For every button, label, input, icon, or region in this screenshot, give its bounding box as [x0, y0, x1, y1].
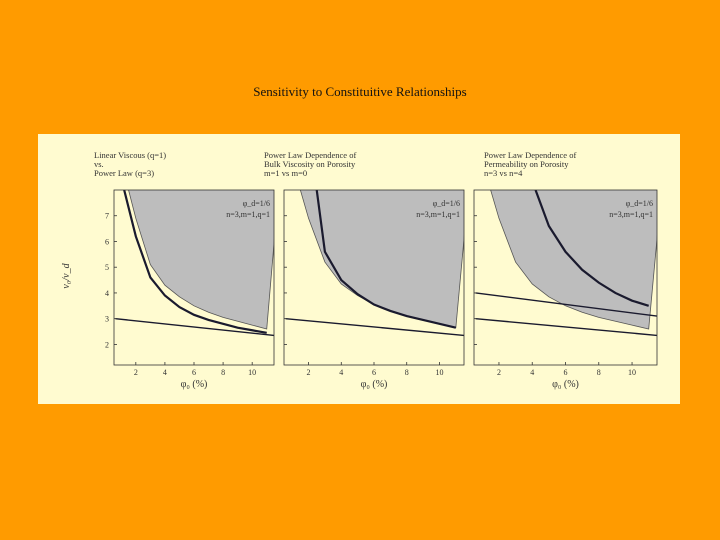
- series-line: [115, 317, 274, 337]
- x-tick-label: 6: [372, 368, 376, 377]
- x-axis-label: φ₀ (%): [552, 379, 579, 390]
- shaded-region: [128, 190, 274, 330]
- y-tick-label: 5: [105, 263, 109, 272]
- x-tick-label: 10: [628, 368, 636, 377]
- series-line: [285, 317, 464, 337]
- y-tick-label: 3: [105, 315, 109, 324]
- x-tick-label: 6: [564, 368, 568, 377]
- figure-panel: v₀/v_d 2 4 6 8 10 2 3 4 5 6 7 φ₀ (%) Linear Viscous (…: [38, 134, 680, 404]
- panel-annotation: n=3,m=1,q=1: [416, 210, 460, 219]
- panel-plot-area: [285, 190, 464, 337]
- x-tick-label: 8: [405, 368, 409, 377]
- x-tick-label: 6: [192, 368, 196, 377]
- panel-plot-area: [475, 190, 657, 337]
- x-tick-label: 8: [597, 368, 601, 377]
- panel-heading-line: vs.: [94, 159, 104, 169]
- series-curve: [123, 190, 267, 334]
- x-tick-label: 10: [435, 368, 443, 377]
- x-tick-label: 2: [497, 368, 501, 377]
- y-tick-label: 4: [105, 289, 109, 298]
- x-tick-label: 10: [248, 368, 256, 377]
- panel-annotation: φ_d=1/6: [433, 199, 460, 208]
- panel-heading-line: Power Law Dependence of: [264, 150, 356, 160]
- x-axis-label: φ₀ (%): [361, 379, 388, 390]
- panel-heading-line: n=3 vs n=4: [484, 168, 523, 178]
- slide-title: Sensitivity to Constituitive Relationshi…: [253, 84, 467, 99]
- panel-annotation: n=3,m=1,q=1: [609, 210, 653, 219]
- panel-annotation: n=3,m=1,q=1: [226, 210, 270, 219]
- panel-heading-line: Bulk Viscosity on Porosity: [264, 159, 356, 169]
- panel-annotation: φ_d=1/6: [626, 199, 653, 208]
- y-axis-label: v₀/v_d: [61, 262, 72, 288]
- series-curve: [534, 190, 650, 307]
- series-curve: [315, 190, 457, 329]
- panel-heading-line: m=1 vs m=0: [264, 168, 307, 178]
- x-tick-label: 8: [221, 368, 225, 377]
- x-tick-label: 4: [530, 368, 534, 377]
- y-tick-label: 2: [105, 340, 109, 349]
- x-tick-label: 4: [163, 368, 167, 377]
- panel-heading-line: Power Law Dependence of: [484, 150, 576, 160]
- x-tick-label: 2: [134, 368, 138, 377]
- series-line: [475, 292, 657, 317]
- x-tick-label: 2: [307, 368, 311, 377]
- x-axis-label: φ₀ (%): [181, 379, 208, 390]
- y-tick-label: 7: [105, 212, 109, 221]
- panel-heading-line: Power Law (q=3): [94, 168, 154, 178]
- panel-annotation: φ_d=1/6: [243, 199, 270, 208]
- panel-heading-line: Linear Viscous (q=1): [94, 150, 166, 160]
- series-line: [475, 317, 657, 337]
- panel-plot-area: [115, 190, 274, 337]
- y-tick-label: 6: [105, 237, 109, 246]
- x-tick-label: 4: [339, 368, 343, 377]
- panel-heading-line: Permeability on Porosity: [484, 159, 569, 169]
- chart-figure: v₀/v_d 2 4 6 8 10 2 3 4 5 6 7 φ₀ (%) Linear Viscous (…: [61, 150, 658, 390]
